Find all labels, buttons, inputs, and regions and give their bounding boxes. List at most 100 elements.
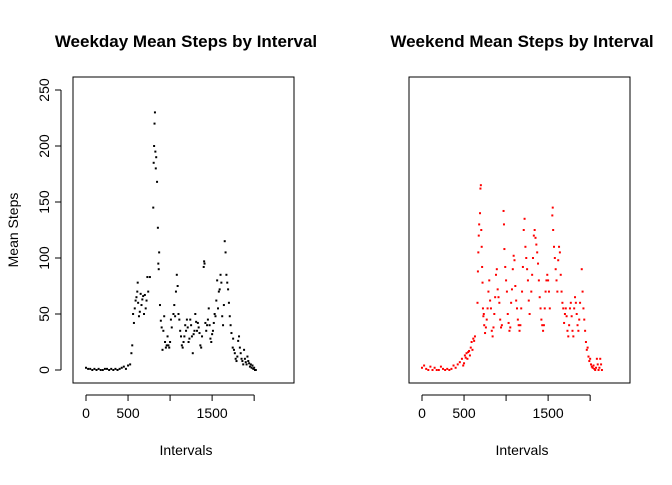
panel-2-data-point — [510, 288, 513, 291]
panel-1-data-point — [180, 344, 183, 347]
panel-1-data-point — [188, 337, 191, 340]
panel-1-data-point — [112, 369, 115, 371]
panel-2-data-point — [537, 279, 540, 282]
panel-1-data-point — [217, 307, 219, 310]
panel-2-data-point — [502, 209, 505, 212]
panel-1-data-point — [153, 145, 156, 147]
panel-2-data-point — [521, 265, 524, 268]
panel-2-data-point — [548, 307, 551, 310]
panel-2-data-point — [577, 329, 580, 332]
panel-1-data-point — [156, 226, 159, 229]
panel-2-data-point — [536, 251, 539, 254]
panel-2-data-point — [595, 357, 598, 360]
panel-1-data-point — [191, 352, 194, 355]
panel-1-data-point — [185, 329, 188, 332]
panel-2-data-point — [564, 307, 567, 310]
panel-1-data-point — [145, 299, 148, 302]
panel-2-data-point — [575, 313, 578, 315]
panel-2-data-point — [479, 187, 482, 190]
panel-1-data-point — [195, 329, 198, 332]
panel-1-data-point — [97, 367, 100, 370]
panel-2-data-point — [454, 366, 457, 369]
panel-1-data-point — [199, 344, 202, 347]
panel-2-data-point — [513, 259, 516, 262]
panel-1-data-point — [182, 341, 185, 343]
panel-1-data-point — [166, 335, 169, 338]
panel-1-data-point — [160, 326, 163, 329]
panel-1-y-tick-label: 50 — [36, 306, 52, 322]
panel-1-data-point — [85, 366, 87, 369]
panel-2-data-point — [578, 318, 581, 321]
panel-1-data-point — [129, 363, 132, 366]
panel-2-data-point — [560, 290, 563, 293]
panel-2-data-point — [587, 355, 590, 358]
panel-1-data-point — [174, 290, 177, 293]
panel-1-data-point — [91, 369, 94, 371]
panel-1-data-point — [179, 329, 182, 332]
panel-1-data-point — [118, 367, 121, 370]
panel-1-data-point — [152, 206, 155, 209]
panel-1-data-point — [186, 326, 189, 329]
panel-1-data-point — [237, 339, 240, 342]
panel-1-data-point — [192, 333, 195, 336]
panel-2-data-point — [462, 364, 465, 367]
panel-2-data-point — [595, 366, 598, 369]
panel-2-data-point — [487, 290, 490, 293]
panel-1-data-point — [246, 355, 249, 358]
panel-2-data-point — [506, 313, 509, 315]
panel-1-data-point — [238, 346, 241, 349]
panel-1-data-point — [132, 313, 135, 315]
panel-1-data-point — [169, 341, 172, 343]
panel-1-data-point — [163, 315, 166, 318]
panel-1-y-tick-label: 250 — [36, 78, 52, 102]
panel-2-data-point — [482, 313, 485, 315]
panel-1-data-point — [206, 324, 209, 327]
panel-2-data-point — [528, 313, 531, 315]
panel-2-data-point — [584, 329, 587, 332]
panel-2-data-point — [500, 326, 503, 329]
panel-2-data-point — [489, 307, 492, 310]
panel-2-x-axis-label: Intervals — [496, 442, 549, 458]
panel-1-data-point — [194, 313, 197, 315]
panel-1-x-tick-label: 500 — [116, 405, 140, 421]
panel-1-data-point — [224, 251, 227, 254]
panel-1-data-point — [216, 279, 219, 282]
panel-2-data-point — [559, 273, 562, 276]
panel-2-data-point — [492, 326, 495, 329]
panel-2-data-point — [435, 369, 438, 371]
panel-2-data-point — [558, 251, 561, 254]
panel-2-data-point — [593, 367, 596, 370]
panel-1-data-point — [153, 122, 156, 125]
panel-1-data-point — [232, 348, 235, 351]
panel-2-data-point — [588, 360, 591, 363]
panel-1-data-point — [184, 324, 187, 327]
panel-1-data-point — [172, 313, 175, 315]
panel-2-data-point — [600, 363, 603, 366]
panel-2-data-point — [537, 262, 540, 265]
panel-2-data-point — [476, 301, 479, 304]
panel-2-data-point — [546, 273, 549, 276]
panel-1-data-point — [134, 299, 137, 302]
panel-1-data-point — [173, 304, 176, 307]
panel-2-data-point — [516, 307, 519, 310]
panel-2-data-point — [525, 257, 528, 259]
panel-2-data-point — [460, 357, 463, 360]
panel-1-data-point — [222, 324, 225, 327]
panel-2-data-point — [437, 369, 440, 371]
panel-1-data-point — [155, 156, 158, 159]
panel-1-data-point — [211, 333, 214, 336]
panel-2-data-point — [458, 361, 461, 364]
panel-1-data-point — [190, 324, 193, 327]
panel-2-data-point — [580, 268, 583, 271]
panel-1-data-point — [250, 366, 253, 369]
panel-2-data-point — [500, 324, 503, 327]
panel-1-data-point — [208, 324, 211, 327]
panel-2-data-point — [569, 301, 572, 304]
panel-1-data-point — [244, 361, 247, 364]
panel-2-data-point — [576, 324, 579, 327]
panel-1-data-point — [168, 346, 171, 349]
panel-1-data-point — [185, 318, 188, 321]
panel-2-data-point — [425, 367, 428, 370]
panel-1-data-point — [165, 344, 168, 347]
